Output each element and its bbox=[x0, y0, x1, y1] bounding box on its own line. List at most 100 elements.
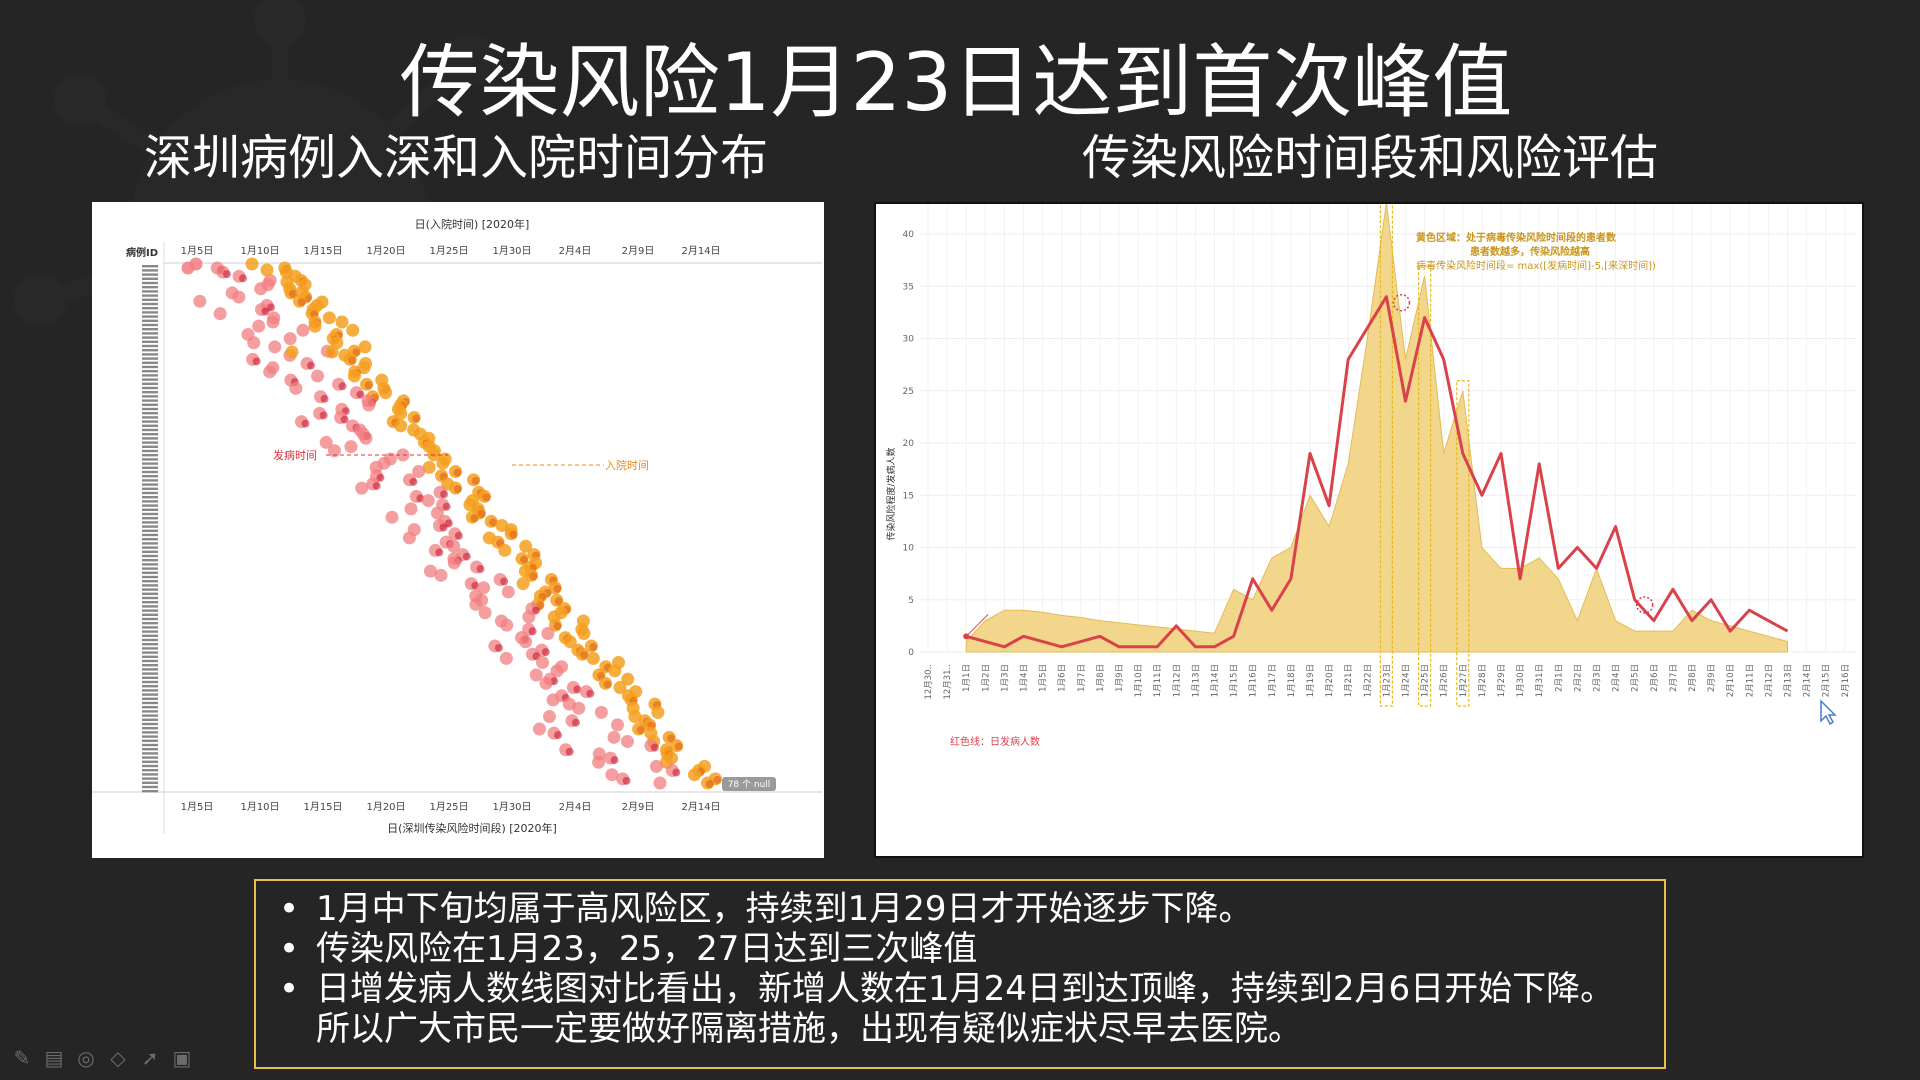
case-id-label bbox=[142, 710, 158, 713]
onset-point bbox=[447, 539, 461, 553]
admission-point bbox=[347, 369, 361, 383]
x-tick-label: 1月12日 bbox=[1172, 664, 1182, 697]
x-tick-label: 1月7日 bbox=[1077, 664, 1087, 692]
case-id-label bbox=[142, 437, 158, 440]
admission-point bbox=[621, 672, 635, 686]
top-tick-label: 1月25日 bbox=[429, 245, 468, 257]
case-id-label bbox=[142, 718, 158, 721]
admission-point bbox=[713, 775, 722, 784]
case-id-label bbox=[142, 655, 158, 658]
x-tick-label: 2月13日 bbox=[1784, 664, 1794, 697]
case-id-label bbox=[142, 680, 158, 684]
top-tick-label: 2月9日 bbox=[622, 245, 655, 257]
left-chart-subtitle: 深圳病例入深和入院时间分布 bbox=[144, 130, 769, 186]
onset-point bbox=[543, 710, 557, 724]
case-id-label bbox=[142, 374, 158, 377]
x-tick-label: 12月31.. bbox=[943, 664, 953, 700]
case-id-label bbox=[142, 328, 158, 331]
x-tick-label: 1月13日 bbox=[1191, 664, 1201, 697]
case-id-label bbox=[142, 722, 158, 726]
red-label-leader bbox=[965, 613, 989, 637]
case-id-label bbox=[142, 466, 158, 469]
pointer-icon[interactable]: ➚ bbox=[141, 1046, 159, 1070]
case-id-label bbox=[142, 575, 158, 579]
onset-point bbox=[536, 656, 550, 670]
case-id-label bbox=[142, 550, 158, 553]
y-axis-ticks: 051015202530354045 bbox=[903, 230, 915, 658]
onset-point bbox=[650, 743, 659, 752]
onset-point bbox=[307, 361, 316, 370]
x-tick-label: 2月14日 bbox=[1803, 664, 1813, 697]
case-id-label bbox=[142, 790, 158, 793]
screen-icon[interactable]: ▣ bbox=[172, 1046, 192, 1070]
x-tick-label: 1月4日 bbox=[1020, 664, 1030, 692]
x-tick-label: 1月3日 bbox=[1000, 664, 1010, 692]
onset-point bbox=[344, 440, 358, 454]
x-tick-label: 1月10日 bbox=[1134, 664, 1144, 697]
bullet-text: 日增发病人数线图对比看出，新增人数在1月24日到达顶峰，持续到2月6日开始下降。… bbox=[316, 969, 1615, 1049]
onset-point bbox=[435, 548, 444, 557]
case-id-label bbox=[142, 273, 158, 276]
null-badge-bg bbox=[722, 777, 776, 791]
null-badge[interactable]: 78 个 null bbox=[722, 777, 776, 791]
x-tick-label: 1月16日 bbox=[1249, 664, 1259, 697]
x-tick-label: 1月6日 bbox=[1058, 664, 1068, 692]
onset-point bbox=[261, 307, 270, 316]
admission-point bbox=[529, 572, 538, 581]
x-tick-label: 2月16日 bbox=[1841, 664, 1851, 697]
onset-point bbox=[268, 340, 282, 354]
onset-point bbox=[462, 552, 471, 561]
admission-point bbox=[687, 768, 701, 782]
onset-point bbox=[439, 523, 448, 532]
case-id-label bbox=[142, 349, 158, 352]
case-id-label bbox=[142, 407, 158, 411]
top-axis-title: 日(入院时间) [2020年] bbox=[415, 217, 530, 231]
case-id-label bbox=[142, 433, 158, 436]
case-id-label bbox=[142, 777, 158, 780]
admission-point bbox=[471, 476, 480, 485]
case-id-label bbox=[142, 668, 158, 671]
admission-point bbox=[586, 651, 600, 665]
x-tick-label: 2月7日 bbox=[1669, 664, 1679, 692]
case-id-label bbox=[142, 613, 158, 616]
admission-label: 入院时间 bbox=[605, 458, 649, 472]
case-id-label bbox=[142, 538, 158, 541]
case-id-label bbox=[142, 676, 158, 679]
case-id-label bbox=[142, 323, 158, 327]
admission-point bbox=[453, 485, 462, 494]
case-id-label bbox=[142, 487, 158, 490]
case-id-label bbox=[142, 647, 158, 650]
case-id-label bbox=[142, 491, 158, 495]
case-id-label bbox=[142, 643, 158, 646]
area-line-chart-panel: 051015202530354045 传染风险程度/发病人数 12月30..12… bbox=[874, 202, 1864, 858]
onset-point bbox=[610, 756, 619, 765]
admission-point bbox=[520, 555, 529, 564]
y-tick-label: 15 bbox=[903, 491, 914, 501]
early-point bbox=[245, 257, 259, 271]
onset-point bbox=[605, 768, 619, 782]
case-id-label bbox=[142, 504, 158, 507]
x-tick-label: 1月24日 bbox=[1402, 664, 1412, 697]
case-id-label bbox=[142, 546, 158, 549]
case-id-label bbox=[142, 781, 158, 784]
eraser-icon[interactable]: ◇ bbox=[110, 1046, 126, 1070]
early-point bbox=[295, 285, 309, 299]
admission-point bbox=[422, 460, 436, 474]
case-id-label bbox=[142, 567, 158, 570]
onset-point bbox=[412, 465, 426, 479]
case-id-label bbox=[142, 664, 158, 667]
bottom-tick-label: 2月4日 bbox=[559, 801, 592, 813]
bullet-item: • 1月中下旬均属于高风险区，持续到1月29日才开始逐步下降。 bbox=[268, 889, 1646, 929]
case-id-label bbox=[142, 479, 158, 482]
onset-point bbox=[500, 618, 514, 632]
x-tick-label: 1月25日 bbox=[1421, 664, 1431, 697]
top-axis-ticks: 1月5日 1月10日 1月15日 1月20日 1月25日 1月30日 2月4日 2月9日 2月1… bbox=[181, 245, 721, 257]
case-id-label bbox=[142, 626, 158, 629]
document-icon[interactable]: ▤ bbox=[44, 1046, 64, 1070]
palette-icon[interactable]: ◎ bbox=[77, 1046, 95, 1070]
early-point bbox=[280, 275, 294, 289]
x-tick-label: 1月23日 bbox=[1382, 664, 1392, 697]
admission-point bbox=[364, 381, 373, 390]
pen-icon[interactable]: ✎ bbox=[13, 1046, 31, 1070]
page-title: 传染风险1月23日达到首次峰值 bbox=[399, 36, 1513, 129]
